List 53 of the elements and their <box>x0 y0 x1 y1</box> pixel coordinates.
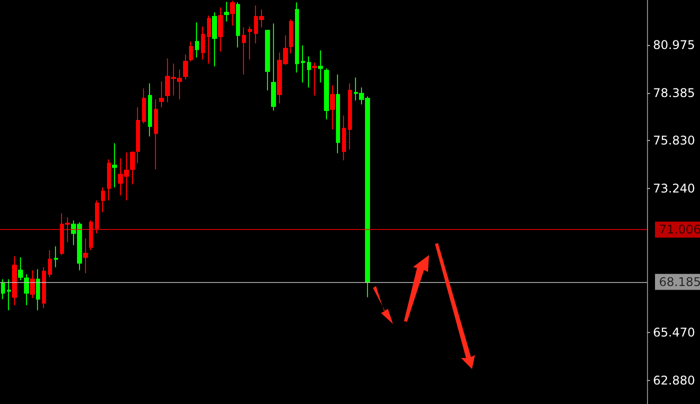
candlestick <box>318 50 323 83</box>
candlestick <box>112 142 117 188</box>
y-tick-label: 75.830 <box>653 133 695 148</box>
candlestick <box>154 98 158 170</box>
candlestick <box>301 44 305 83</box>
candlestick <box>101 186 105 213</box>
candlestick <box>230 0 235 26</box>
candlestick <box>7 278 11 311</box>
y-tick-label: 80.975 <box>653 38 695 52</box>
candlestick <box>18 256 23 281</box>
candlestick <box>1 278 5 300</box>
candlestick <box>189 41 193 62</box>
candlestick <box>36 268 40 311</box>
candlestick <box>295 2 299 73</box>
candlestick <box>201 26 205 60</box>
candlestick <box>136 106 140 164</box>
candlestick <box>289 18 293 54</box>
candlestick <box>307 56 311 88</box>
candlestick <box>242 26 246 75</box>
ref-line-label: 68.185 <box>659 274 700 289</box>
candlestick <box>271 23 276 111</box>
candlestick <box>107 158 111 201</box>
ref-line-label: 71.006 <box>659 222 700 237</box>
candlestick <box>54 246 58 268</box>
candlestick <box>236 2 240 48</box>
y-tick-label: 65.470 <box>653 325 695 340</box>
candlestick <box>130 150 135 185</box>
candlestick <box>212 12 217 67</box>
candlestick <box>42 266 46 309</box>
candlestick <box>12 256 17 306</box>
candlestick <box>207 15 211 64</box>
candlestick <box>336 74 340 154</box>
candlestick <box>248 26 252 60</box>
candlestick <box>48 250 52 278</box>
candlestick <box>159 80 164 108</box>
candlestick <box>348 82 352 150</box>
candlestick <box>183 54 188 80</box>
candlestick <box>330 84 335 130</box>
candlestick <box>142 88 146 124</box>
candlestick <box>148 82 152 137</box>
candlestick <box>195 22 199 58</box>
candlestick <box>342 114 346 161</box>
y-tick-label: 78.385 <box>653 86 695 100</box>
y-tick-label: 73.240 <box>653 181 695 196</box>
candlestick <box>24 274 29 306</box>
candlestick <box>265 30 270 91</box>
candlestick <box>324 68 329 120</box>
candlestick <box>224 1 229 22</box>
candlestick <box>218 6 223 52</box>
candlestick <box>83 238 88 274</box>
candlestick <box>30 270 35 299</box>
y-tick-label: 62.880 <box>653 373 695 388</box>
candlestick <box>312 62 317 96</box>
